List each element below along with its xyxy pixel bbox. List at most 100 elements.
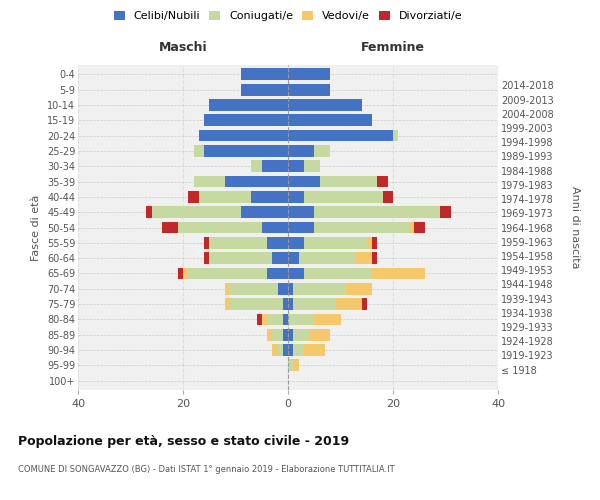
Bar <box>304 344 325 356</box>
Bar <box>372 237 377 249</box>
Bar <box>409 222 414 234</box>
Bar <box>283 314 288 326</box>
Bar <box>262 314 267 326</box>
Bar <box>225 298 230 310</box>
Y-axis label: Fasce di età: Fasce di età <box>31 194 41 260</box>
Bar <box>251 191 288 203</box>
Bar <box>372 268 425 280</box>
Bar <box>225 176 288 188</box>
Bar <box>377 176 388 188</box>
Bar <box>183 268 188 280</box>
Bar <box>314 145 330 157</box>
Bar <box>267 314 283 326</box>
Bar <box>257 314 262 326</box>
Y-axis label: Anni di nascita: Anni di nascita <box>570 186 580 269</box>
Bar <box>335 298 361 310</box>
Bar <box>346 283 372 295</box>
Bar <box>367 237 372 249</box>
Bar <box>288 314 314 326</box>
Bar <box>151 206 241 218</box>
Bar <box>188 268 267 280</box>
Bar <box>267 329 272 341</box>
Bar <box>288 252 299 264</box>
Bar <box>288 114 372 126</box>
Bar <box>204 114 288 126</box>
Bar <box>288 130 393 141</box>
Bar <box>230 283 277 295</box>
Bar <box>288 68 330 80</box>
Bar <box>241 84 288 96</box>
Bar <box>414 222 425 234</box>
Bar <box>304 268 372 280</box>
Bar <box>293 329 309 341</box>
Bar <box>320 176 377 188</box>
Bar <box>288 283 293 295</box>
Bar <box>230 298 283 310</box>
Bar <box>288 84 330 96</box>
Bar <box>262 160 288 172</box>
Bar <box>314 314 341 326</box>
Text: Maschi: Maschi <box>158 42 208 54</box>
Bar <box>204 252 209 264</box>
Bar <box>361 298 367 310</box>
Bar <box>199 130 288 141</box>
Bar <box>288 145 314 157</box>
Bar <box>293 283 346 295</box>
Bar <box>288 206 314 218</box>
Bar <box>283 329 288 341</box>
Bar <box>241 206 288 218</box>
Bar <box>383 191 393 203</box>
Bar <box>314 206 440 218</box>
Bar <box>262 222 288 234</box>
Bar <box>288 191 304 203</box>
Bar <box>440 206 451 218</box>
Bar <box>288 298 293 310</box>
Bar <box>288 160 304 172</box>
Bar <box>272 329 283 341</box>
Bar <box>304 191 383 203</box>
Bar <box>283 298 288 310</box>
Bar <box>304 160 320 172</box>
Bar <box>293 298 335 310</box>
Bar <box>272 252 288 264</box>
Bar <box>299 252 356 264</box>
Bar <box>277 283 288 295</box>
Bar <box>314 222 409 234</box>
Text: Popolazione per età, sesso e stato civile - 2019: Popolazione per età, sesso e stato civil… <box>18 435 349 448</box>
Bar <box>267 268 288 280</box>
Bar <box>393 130 398 141</box>
Bar <box>178 222 262 234</box>
Bar <box>372 252 377 264</box>
Bar <box>288 237 304 249</box>
Bar <box>293 360 299 372</box>
Bar <box>209 99 288 111</box>
Bar <box>204 145 288 157</box>
Bar <box>304 237 367 249</box>
Bar <box>267 237 288 249</box>
Bar <box>193 176 225 188</box>
Bar <box>288 222 314 234</box>
Legend: Celibi/Nubili, Coniugati/e, Vedovi/e, Divorziati/e: Celibi/Nubili, Coniugati/e, Vedovi/e, Di… <box>113 10 463 21</box>
Bar <box>283 344 288 356</box>
Bar <box>251 160 262 172</box>
Bar <box>204 237 209 249</box>
Text: COMUNE DI SONGAVAZZO (BG) - Dati ISTAT 1° gennaio 2019 - Elaborazione TUTTITALIA: COMUNE DI SONGAVAZZO (BG) - Dati ISTAT 1… <box>18 465 395 474</box>
Bar <box>288 344 293 356</box>
Bar <box>288 268 304 280</box>
Bar <box>193 145 204 157</box>
Text: Femmine: Femmine <box>361 42 425 54</box>
Bar <box>272 344 277 356</box>
Bar <box>288 176 320 188</box>
Bar <box>356 252 372 264</box>
Bar <box>277 344 283 356</box>
Bar <box>288 99 361 111</box>
Bar <box>293 344 304 356</box>
Bar <box>188 191 199 203</box>
Bar <box>199 191 251 203</box>
Bar <box>162 222 178 234</box>
Bar <box>209 252 272 264</box>
Bar <box>241 68 288 80</box>
Bar <box>225 283 230 295</box>
Bar <box>309 329 330 341</box>
Bar <box>178 268 183 280</box>
